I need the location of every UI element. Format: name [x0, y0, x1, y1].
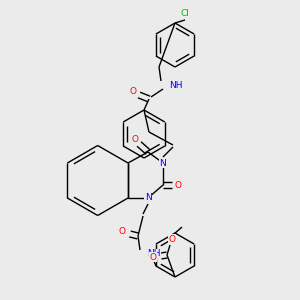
Text: O: O: [169, 235, 176, 244]
Text: O: O: [118, 226, 125, 236]
Text: Cl: Cl: [181, 10, 189, 19]
Text: N: N: [145, 194, 152, 202]
Text: O: O: [149, 253, 157, 262]
Text: O: O: [130, 86, 136, 95]
Text: NH: NH: [169, 80, 182, 89]
Text: O: O: [175, 181, 182, 190]
Text: NH: NH: [147, 250, 160, 259]
Text: O: O: [131, 136, 139, 145]
Text: N: N: [160, 158, 167, 167]
